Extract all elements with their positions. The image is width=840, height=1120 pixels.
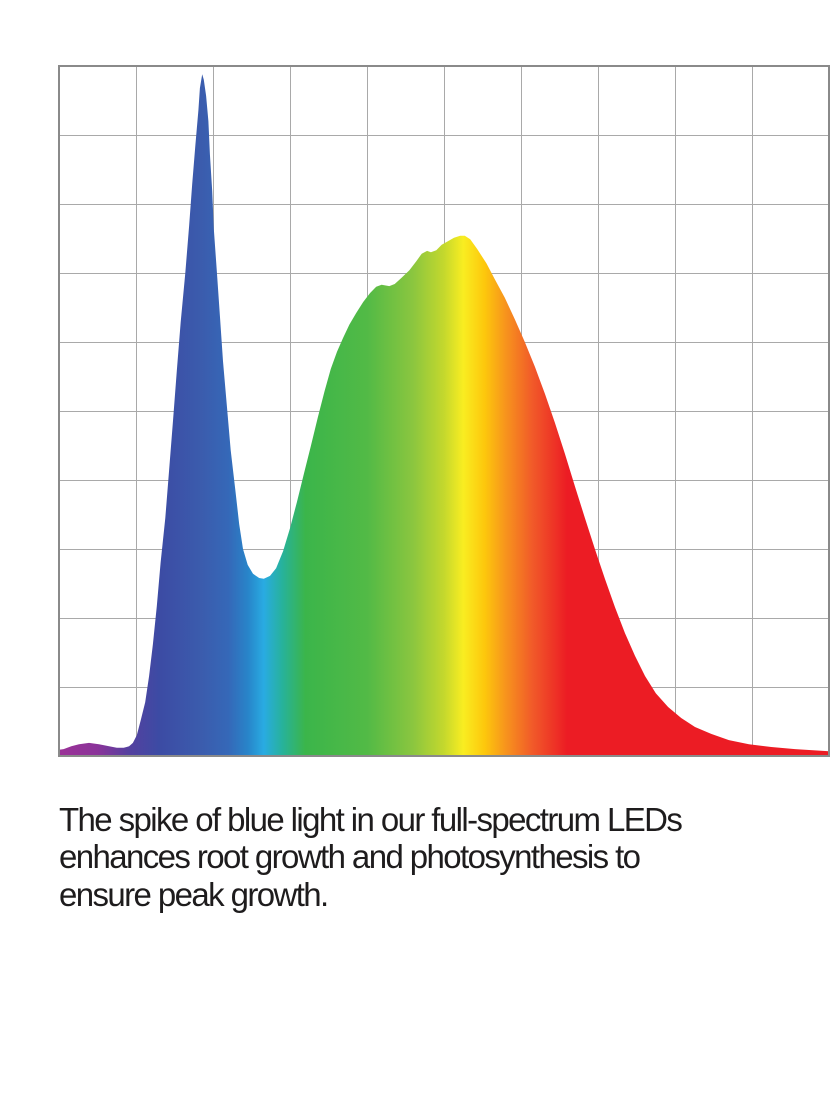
caption-line: enhances root growth and photosynthesis … bbox=[59, 838, 641, 876]
caption-line: ensure peak growth. bbox=[59, 875, 329, 913]
chart-caption: The spike of blue light in our full-spec… bbox=[59, 801, 799, 913]
chart-border bbox=[58, 65, 830, 757]
spectrum-chart bbox=[58, 65, 830, 757]
caption-line: The spike of blue light in our full-spec… bbox=[59, 801, 683, 838]
spectrum-svg bbox=[58, 65, 830, 757]
spectrum-area bbox=[59, 74, 829, 757]
